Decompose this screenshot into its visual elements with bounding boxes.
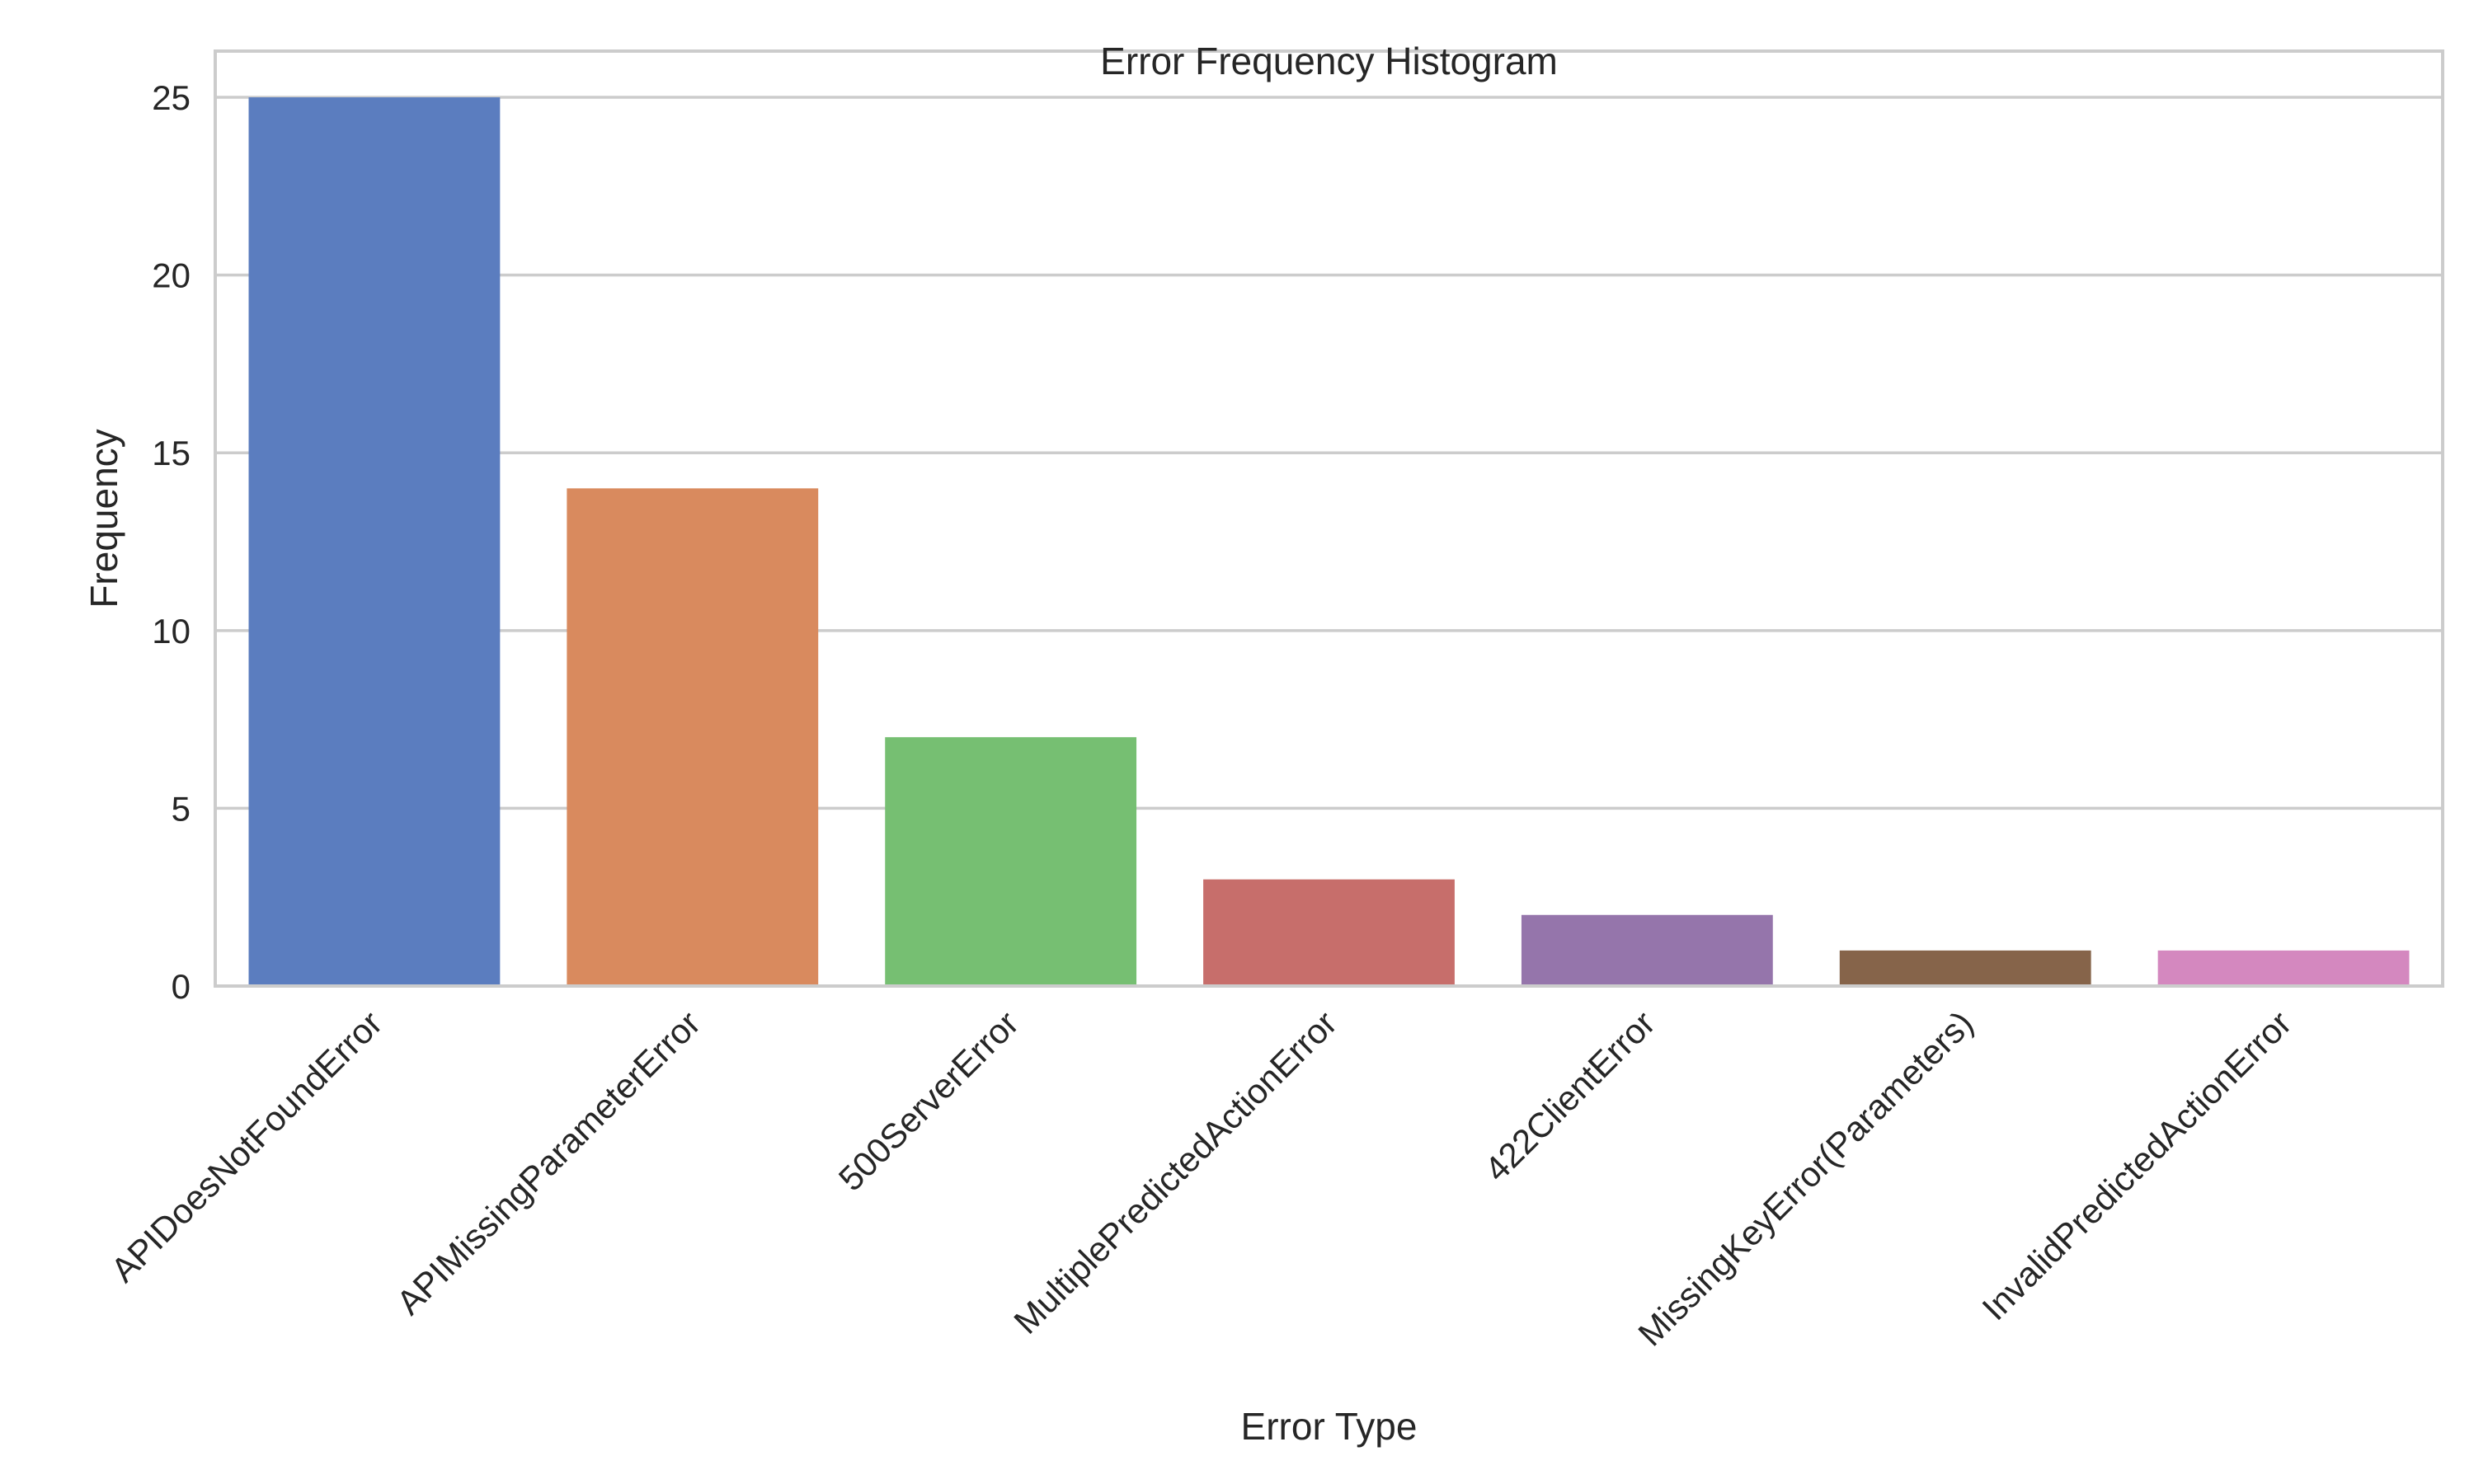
chart-title: Error Frequency Histogram [1100,40,1558,82]
y-tick-label: 0 [172,967,190,1006]
x-axis-label: Error Type [1241,1405,1418,1448]
bar [885,737,1137,986]
y-tick-label: 5 [172,789,190,828]
bars [248,97,2410,987]
y-axis-label: Frequency [82,429,125,608]
bar [1839,950,2091,986]
y-axis-ticks: 0 5 10 15 20 25 [152,78,190,1006]
y-tick-label: 10 [152,612,190,650]
bar [1521,914,1773,986]
bar [2157,950,2410,986]
y-tick-label: 25 [152,78,190,117]
bar [567,488,819,986]
y-tick-label: 20 [152,256,190,295]
bar [248,97,501,987]
bar [1203,879,1455,986]
y-tick-label: 15 [152,434,190,472]
plot-frame [214,49,2444,988]
